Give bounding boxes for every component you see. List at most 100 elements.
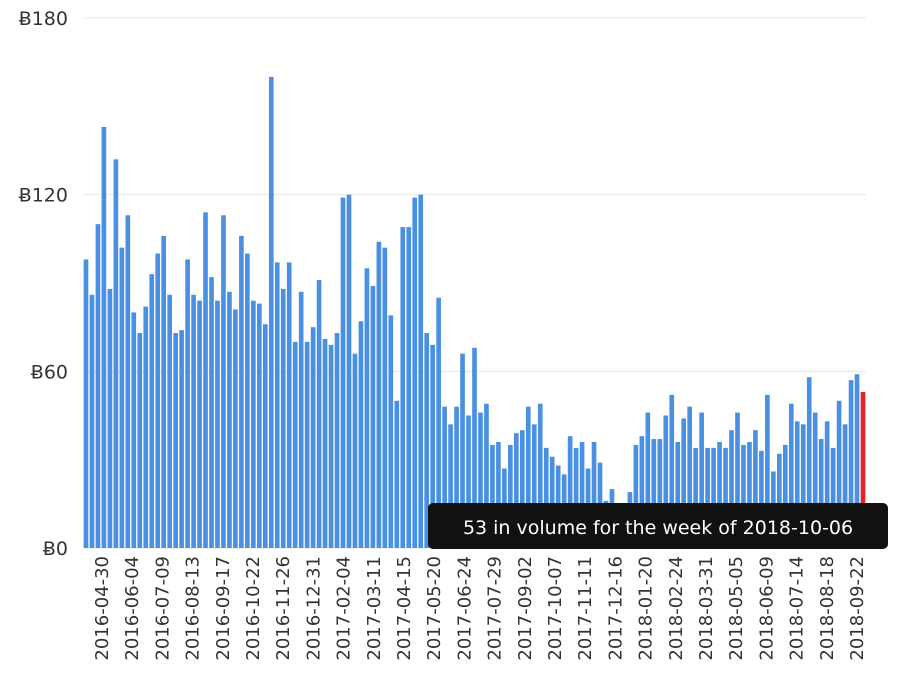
bar[interactable] — [729, 430, 734, 548]
bar[interactable] — [149, 274, 155, 548]
bar[interactable] — [298, 291, 304, 548]
bar[interactable] — [245, 253, 250, 548]
bar[interactable] — [711, 447, 716, 548]
bar[interactable] — [191, 294, 196, 548]
bar[interactable] — [824, 421, 830, 548]
bar[interactable] — [256, 303, 262, 548]
bar[interactable] — [699, 412, 704, 548]
bar[interactable] — [639, 436, 645, 548]
bar[interactable] — [251, 300, 256, 548]
bar[interactable] — [137, 333, 143, 548]
bar[interactable] — [782, 444, 788, 548]
bar[interactable] — [663, 415, 669, 549]
bar[interactable] — [364, 268, 370, 548]
bar[interactable] — [352, 353, 358, 548]
bar[interactable] — [675, 442, 681, 548]
bar[interactable] — [777, 453, 782, 548]
bar[interactable] — [848, 380, 854, 548]
bar[interactable] — [179, 330, 184, 548]
bar[interactable] — [376, 241, 382, 548]
bar[interactable] — [669, 394, 675, 548]
bar[interactable] — [83, 259, 89, 548]
bar[interactable] — [687, 406, 692, 548]
bar[interactable] — [549, 456, 555, 548]
bar[interactable] — [346, 194, 352, 549]
bar[interactable] — [101, 126, 107, 548]
bar[interactable] — [221, 215, 226, 548]
bar[interactable] — [155, 253, 161, 548]
bar[interactable] — [143, 306, 149, 548]
bar[interactable] — [340, 197, 346, 549]
bar[interactable] — [262, 324, 268, 548]
bar[interactable] — [209, 277, 214, 548]
bar[interactable] — [454, 406, 459, 548]
bar[interactable] — [531, 424, 537, 548]
bar[interactable] — [215, 300, 220, 548]
bar[interactable] — [735, 412, 740, 548]
bar[interactable] — [197, 300, 202, 548]
bar[interactable] — [125, 215, 131, 548]
bar[interactable] — [830, 447, 836, 548]
bar[interactable] — [382, 247, 388, 549]
bar[interactable] — [854, 374, 860, 548]
bar[interactable] — [573, 447, 579, 548]
bar[interactable] — [436, 297, 441, 548]
bar[interactable] — [334, 333, 340, 548]
bar[interactable] — [280, 288, 286, 548]
bar[interactable] — [424, 333, 430, 548]
bar[interactable] — [657, 439, 663, 548]
bar[interactable] — [406, 227, 412, 548]
bar[interactable] — [466, 415, 471, 549]
bar[interactable] — [227, 291, 232, 548]
bar[interactable] — [543, 447, 549, 548]
bar[interactable] — [107, 288, 113, 548]
bar[interactable] — [537, 403, 543, 548]
bar[interactable] — [484, 403, 489, 548]
bar[interactable] — [89, 294, 95, 548]
bar[interactable] — [579, 442, 585, 548]
bar[interactable] — [173, 333, 178, 548]
bar[interactable] — [316, 280, 322, 548]
bar[interactable] — [328, 344, 334, 548]
bar[interactable] — [203, 212, 208, 548]
bar[interactable] — [286, 262, 292, 548]
bar[interactable] — [806, 377, 812, 548]
bar[interactable] — [759, 450, 764, 548]
bar[interactable] — [274, 262, 280, 548]
bar[interactable] — [651, 439, 657, 548]
bar[interactable] — [842, 424, 848, 548]
bar-highlighted[interactable] — [860, 391, 866, 548]
bar[interactable] — [753, 430, 758, 548]
bar[interactable] — [472, 347, 477, 548]
bar[interactable] — [633, 444, 639, 548]
bar[interactable] — [442, 406, 447, 548]
bar[interactable] — [370, 285, 376, 548]
bar[interactable] — [836, 400, 842, 548]
bar[interactable] — [131, 312, 137, 548]
bar[interactable] — [693, 447, 698, 548]
bar[interactable] — [812, 412, 818, 548]
bar[interactable] — [645, 412, 651, 548]
bar[interactable] — [478, 412, 483, 548]
bar[interactable] — [292, 341, 298, 548]
bar[interactable] — [430, 344, 435, 548]
bar[interactable] — [496, 442, 501, 548]
bar[interactable] — [567, 436, 573, 548]
bar[interactable] — [490, 444, 495, 548]
bar[interactable] — [167, 294, 172, 548]
bar[interactable] — [794, 421, 800, 548]
bar[interactable] — [304, 341, 310, 548]
bar[interactable] — [508, 444, 513, 548]
bar[interactable] — [113, 159, 119, 548]
bar[interactable] — [310, 327, 316, 548]
bar[interactable] — [747, 442, 752, 548]
bar[interactable] — [185, 259, 190, 548]
bar[interactable] — [591, 442, 597, 548]
bar[interactable] — [765, 394, 770, 548]
bar[interactable] — [161, 235, 167, 548]
bar[interactable] — [705, 447, 710, 548]
bar[interactable] — [412, 197, 418, 549]
bar[interactable] — [788, 403, 794, 548]
bar[interactable] — [268, 76, 274, 548]
bar[interactable] — [525, 406, 531, 548]
